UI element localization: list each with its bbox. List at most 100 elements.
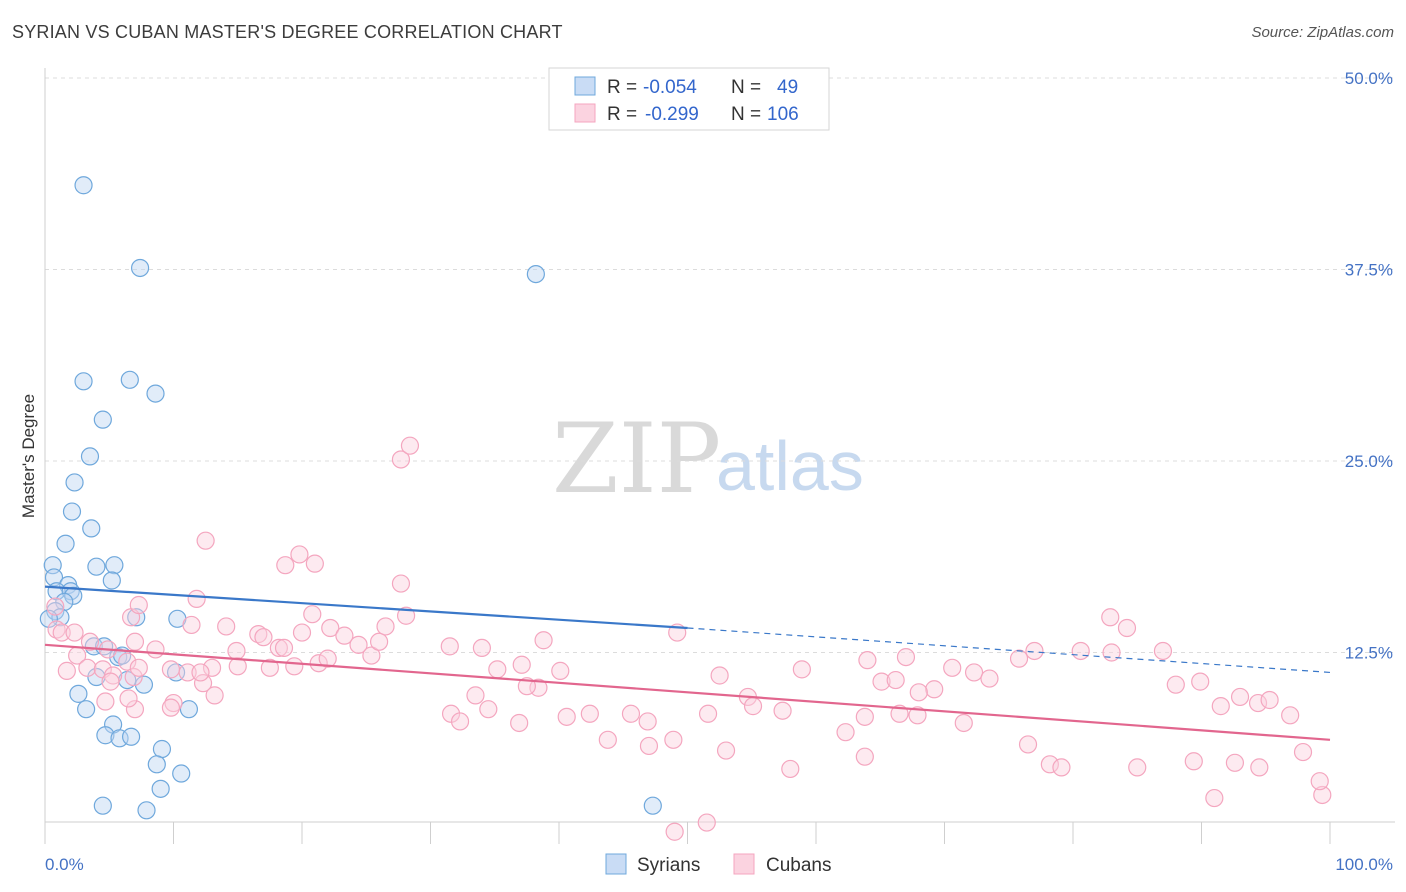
cuban-point — [472, 638, 491, 658]
legend-n-label-syrians: N = — [731, 77, 761, 98]
cuban-point — [980, 669, 999, 688]
syrian-point — [147, 755, 166, 774]
cuban-point — [146, 640, 165, 659]
cuban-point — [450, 712, 470, 731]
cuban-point — [488, 660, 507, 679]
cuban-point — [391, 450, 411, 469]
y-tick-label: 12.5% — [1345, 644, 1393, 663]
syrian-point — [102, 571, 121, 590]
cuban-point — [161, 660, 181, 679]
legend-n-value-cubans: 106 — [767, 104, 799, 125]
watermark-zip: ZIP — [552, 403, 721, 515]
cuban-point — [638, 712, 657, 731]
cuban-point — [124, 667, 143, 687]
cuban-point — [276, 556, 295, 575]
syrian-point — [74, 176, 93, 195]
cubans-trend-line — [44, 643, 1331, 741]
cuban-point — [1128, 758, 1147, 777]
legend-r-label-cubans: R = — [607, 104, 637, 125]
cuban-point — [318, 649, 337, 668]
syrians-points — [39, 176, 662, 820]
legend-r-value-cubans: -0.299 — [645, 104, 699, 125]
cuban-point — [249, 625, 268, 644]
cuban-point — [557, 707, 576, 726]
cuban-point — [1250, 758, 1269, 777]
cuban-point — [1052, 758, 1071, 777]
cuban-point — [639, 736, 659, 756]
syrian-point — [110, 729, 129, 748]
cuban-point — [205, 686, 224, 705]
syrian-point — [69, 684, 88, 703]
cuban-point — [309, 654, 328, 673]
cuban-point — [1009, 649, 1029, 668]
bottom-legend-label-cubans: Cubans — [766, 855, 832, 876]
cuban-point — [1313, 785, 1332, 805]
syrian-point — [82, 519, 101, 538]
syrian-point — [105, 556, 124, 575]
y-tick-label: 50.0% — [1345, 69, 1393, 88]
cuban-point — [664, 730, 683, 749]
cuban-point — [269, 638, 288, 658]
cuban-point — [510, 713, 529, 733]
cuban-point — [580, 704, 599, 723]
cuban-point — [101, 672, 120, 691]
syrians-trend-extension — [687, 627, 1331, 674]
cuban-point — [1101, 608, 1120, 627]
cuban-point — [440, 637, 459, 656]
cuban-point — [47, 620, 66, 639]
cuban-point — [855, 747, 874, 766]
cuban-point — [1205, 788, 1224, 808]
cuban-point — [182, 615, 201, 635]
cuban-point — [119, 689, 138, 708]
cuban-point — [187, 589, 206, 608]
bottom-legend-swatch-cubans — [733, 853, 755, 875]
syrian-point — [146, 384, 165, 403]
cuban-point — [551, 661, 570, 680]
cuban-point — [1260, 690, 1279, 710]
cuban-point — [196, 531, 215, 550]
cuban-point — [896, 647, 916, 667]
cuban-point — [290, 545, 309, 564]
correlation-legend: R = -0.054 N = 49 R = -0.299 N = 106 — [548, 67, 830, 131]
cuban-point — [1117, 618, 1137, 638]
syrian-point — [526, 264, 545, 284]
cuban-point — [335, 626, 354, 645]
cubans-points — [46, 436, 1332, 841]
cuban-point — [534, 631, 553, 650]
cuban-point — [890, 704, 909, 723]
x-tick-label: 100.0% — [1335, 855, 1393, 874]
cuban-point — [792, 660, 811, 679]
cuban-point — [260, 658, 279, 677]
cuban-point — [743, 697, 763, 716]
cuban-point — [349, 635, 368, 654]
x-tick-label: 0.0% — [45, 855, 84, 874]
cuban-point — [125, 700, 145, 719]
cuban-point — [376, 617, 395, 636]
cuban-point — [1153, 641, 1173, 661]
legend-n-label-cubans: N = — [731, 104, 761, 125]
legend-swatch-cubans — [574, 103, 596, 123]
cuban-point — [391, 574, 411, 593]
syrian-point — [62, 502, 82, 521]
syrian-point — [643, 796, 662, 815]
grid-lines — [45, 77, 1395, 653]
cuban-point — [1018, 735, 1038, 754]
cuban-point — [517, 677, 536, 696]
cuban-point — [65, 623, 84, 642]
cuban-point — [710, 666, 729, 685]
cuban-point — [836, 723, 855, 742]
cuban-point — [1281, 706, 1300, 725]
cuban-point — [1102, 643, 1121, 662]
syrian-point — [56, 534, 75, 553]
syrian-point — [77, 700, 96, 719]
cuban-point — [698, 704, 718, 723]
cuban-point — [908, 706, 927, 725]
cuban-point — [125, 632, 145, 651]
syrian-point — [93, 796, 112, 815]
cuban-point — [202, 658, 222, 677]
cuban-point — [217, 617, 236, 636]
cuban-point — [1211, 697, 1230, 716]
tick-labels: 12.5% 25.0% 37.5% 50.0% 0.0% 100.0% — [45, 69, 1393, 874]
syrians-trend-line — [44, 585, 688, 630]
syrian-point — [152, 739, 172, 759]
